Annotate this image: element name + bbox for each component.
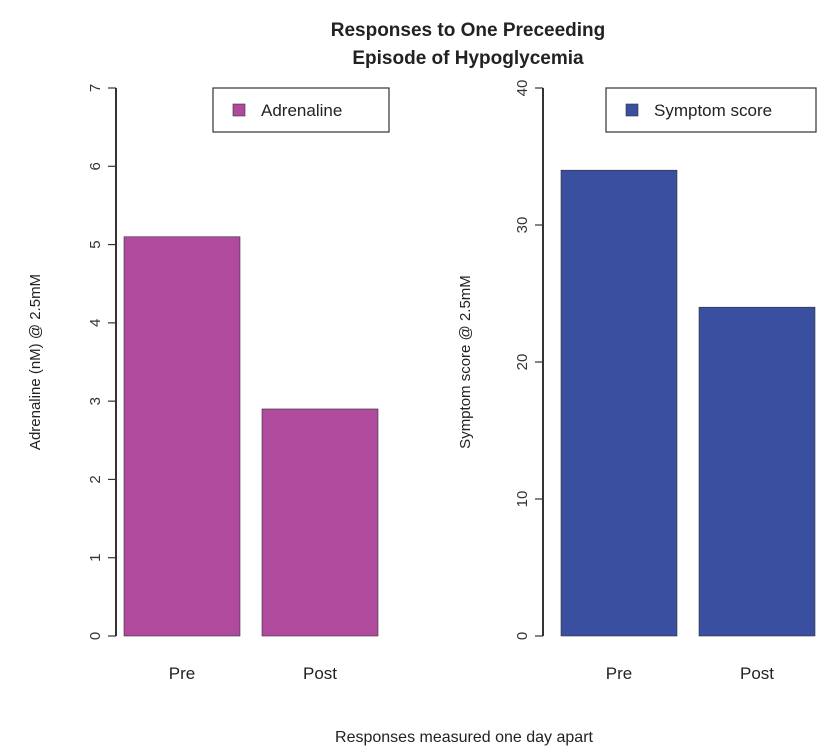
adrenaline-bar-pre	[123, 236, 241, 637]
symptom-y-tick-label: 0	[514, 632, 531, 640]
adrenaline-y-tick-label: 1	[87, 554, 104, 562]
symptom-y-tick-label: 10	[514, 491, 531, 508]
adrenaline-y-tick-label: 3	[87, 397, 104, 405]
adrenaline-category-label-pre: Pre	[169, 664, 195, 683]
symptom-y-tick-label: 40	[514, 80, 531, 97]
symptom-y-tick-label: 30	[514, 217, 531, 234]
adrenaline-legend-label: Adrenaline	[261, 101, 342, 120]
symptom-score-panel: 0 10 20 30 40 Pre Post Symptom score @ 2.5mM Sym…	[457, 80, 817, 683]
chart-title-line-1: Responses to One Preceeding	[331, 20, 606, 41]
adrenaline-category-label-post: Post	[303, 664, 337, 683]
symptom-y-axis-label: Symptom score @ 2.5mM	[457, 275, 474, 449]
adrenaline-legend-swatch	[232, 103, 246, 117]
symptom-bar-post	[698, 306, 816, 637]
symptom-legend-swatch	[625, 103, 639, 117]
symptom-y-tick-label: 20	[514, 354, 531, 371]
symptom-legend-box	[605, 87, 817, 133]
symptom-category-label-post: Post	[740, 664, 774, 683]
adrenaline-y-tick-label: 4	[87, 319, 104, 327]
adrenaline-panel: 0 1 2 3 4 5 6 7 Pre Post Adrenaline (nM) @ 2.5mM Ad…	[27, 84, 390, 683]
symptom-legend-label: Symptom score	[654, 101, 772, 120]
adrenaline-y-tick-label: 0	[87, 632, 104, 640]
adrenaline-bar-post	[261, 408, 379, 637]
adrenaline-y-tick-label: 6	[87, 162, 104, 170]
symptom-category-label-pre: Pre	[606, 664, 632, 683]
adrenaline-y-tick-label: 7	[87, 84, 104, 92]
adrenaline-y-axis-label: Adrenaline (nM) @ 2.5mM	[27, 274, 44, 450]
chart-title-line-2: Episode of Hypoglycemia	[352, 48, 584, 69]
symptom-bar-pre	[560, 169, 678, 637]
adrenaline-y-tick-label: 5	[87, 240, 104, 248]
adrenaline-y-tick-label: 2	[87, 475, 104, 483]
shared-x-axis-label: Responses measured one day apart	[335, 729, 593, 746]
